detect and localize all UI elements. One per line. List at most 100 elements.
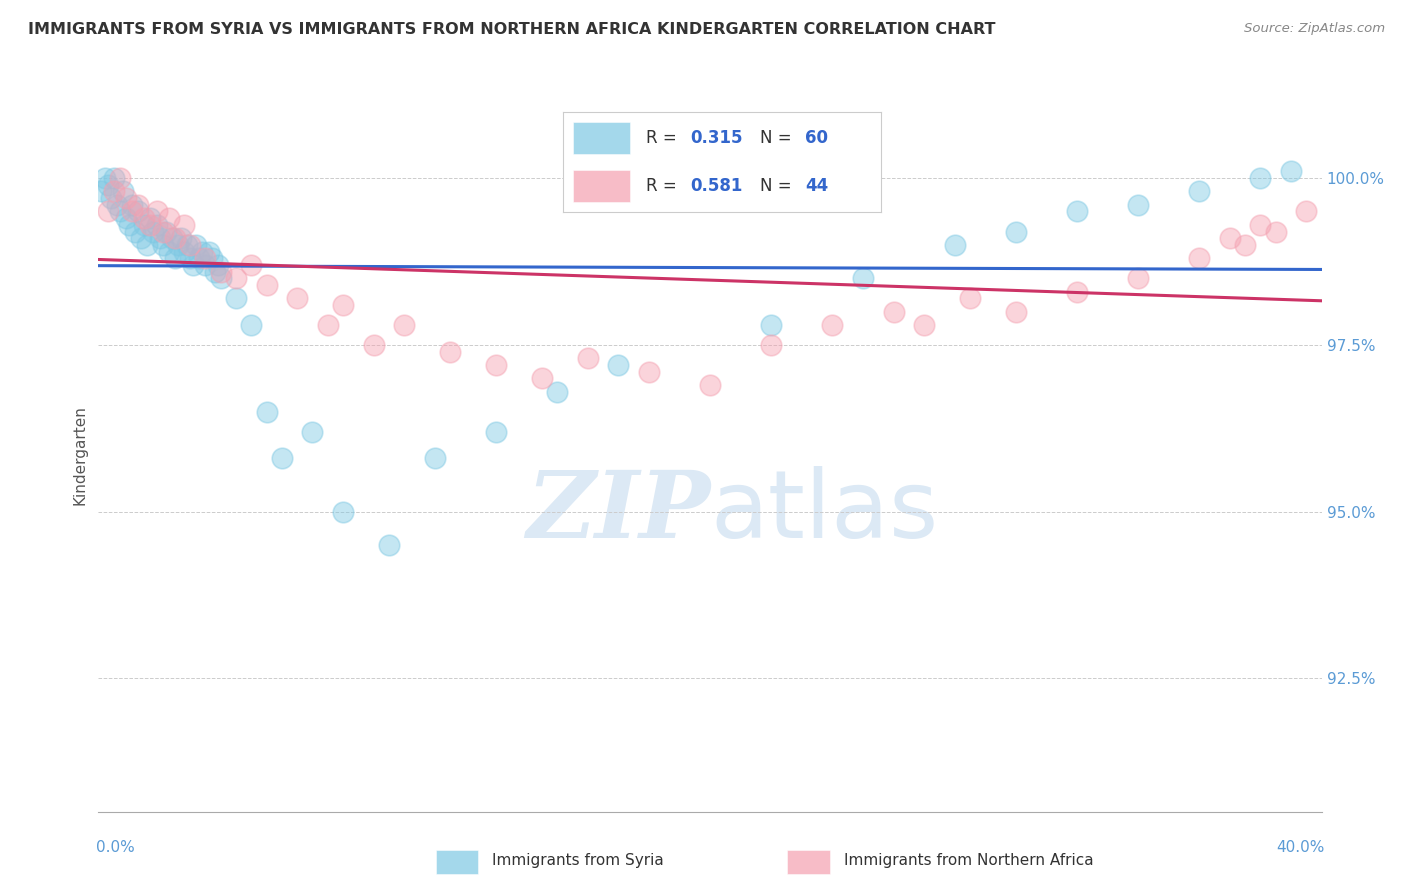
Point xyxy=(270,451,294,466)
Point xyxy=(1066,285,1088,299)
Point xyxy=(179,251,201,265)
Point xyxy=(163,231,186,245)
Text: IMMIGRANTS FROM SYRIA VS IMMIGRANTS FROM NORTHERN AFRICA KINDERGARTEN CORRELATIO: IMMIGRANTS FROM SYRIA VS IMMIGRANTS FROM… xyxy=(28,22,995,37)
Point xyxy=(134,218,156,232)
Point xyxy=(285,291,308,305)
Point xyxy=(188,251,211,265)
Point xyxy=(530,371,553,385)
Point xyxy=(163,251,186,265)
Bar xyxy=(572,170,630,202)
Text: R =: R = xyxy=(645,178,682,195)
Point xyxy=(170,231,193,245)
Point xyxy=(207,258,229,272)
Point xyxy=(301,425,323,439)
Point xyxy=(124,225,146,239)
Text: Source: ZipAtlas.com: Source: ZipAtlas.com xyxy=(1244,22,1385,36)
Point xyxy=(1264,225,1286,239)
Bar xyxy=(572,122,630,154)
Text: atlas: atlas xyxy=(710,466,938,558)
Point xyxy=(97,204,120,219)
Text: 44: 44 xyxy=(806,178,828,195)
Point xyxy=(546,384,568,399)
Point xyxy=(332,505,354,519)
Point xyxy=(1295,204,1317,219)
Point xyxy=(108,171,131,186)
Point xyxy=(485,425,508,439)
Point xyxy=(1004,225,1026,239)
Point xyxy=(1128,198,1150,212)
Point xyxy=(139,218,162,232)
Point xyxy=(204,264,226,278)
Point xyxy=(1188,251,1211,265)
Point xyxy=(392,318,416,332)
Point xyxy=(167,237,190,252)
Point xyxy=(152,237,174,252)
Text: 40.0%: 40.0% xyxy=(1277,840,1324,855)
Point xyxy=(121,204,143,219)
Point xyxy=(852,271,875,285)
Point xyxy=(1250,218,1272,232)
Point xyxy=(103,171,125,186)
Point xyxy=(1004,304,1026,318)
Point xyxy=(363,338,385,352)
Point xyxy=(90,185,112,199)
Point xyxy=(943,237,966,252)
Text: N =: N = xyxy=(761,129,797,147)
Point xyxy=(883,304,905,318)
Point xyxy=(139,211,162,226)
Bar xyxy=(436,849,478,874)
Point xyxy=(209,271,232,285)
Point xyxy=(1234,237,1257,252)
Point xyxy=(316,318,339,332)
Point xyxy=(194,251,217,265)
Point xyxy=(152,225,174,239)
Point xyxy=(173,218,195,232)
Point xyxy=(194,258,217,272)
Point xyxy=(157,211,180,226)
Point xyxy=(136,237,159,252)
Point xyxy=(191,244,214,259)
Point xyxy=(256,277,278,292)
Text: N =: N = xyxy=(761,178,797,195)
Point xyxy=(761,338,783,352)
Point xyxy=(145,204,167,219)
Point xyxy=(127,204,149,219)
Text: 0.315: 0.315 xyxy=(690,129,742,147)
Text: R =: R = xyxy=(645,129,682,147)
Point xyxy=(176,237,198,252)
Point xyxy=(179,237,201,252)
Text: 0.0%: 0.0% xyxy=(96,840,135,855)
Point xyxy=(1219,231,1241,245)
Point xyxy=(209,264,232,278)
Point xyxy=(181,258,204,272)
Point xyxy=(155,225,177,239)
Point xyxy=(1128,271,1150,285)
Point xyxy=(100,191,122,205)
Point xyxy=(149,231,172,245)
Point xyxy=(129,231,152,245)
Point xyxy=(225,271,247,285)
Point xyxy=(118,218,141,232)
Point xyxy=(821,318,844,332)
Y-axis label: Kindergarten: Kindergarten xyxy=(72,405,87,505)
Point xyxy=(115,191,138,205)
Point xyxy=(423,451,446,466)
Point xyxy=(197,244,219,259)
Point xyxy=(173,244,195,259)
Point xyxy=(912,318,935,332)
Point xyxy=(1066,204,1088,219)
Text: Immigrants from Syria: Immigrants from Syria xyxy=(492,854,664,868)
Point xyxy=(240,318,263,332)
Point xyxy=(225,291,247,305)
Point xyxy=(115,211,138,226)
Point xyxy=(145,218,167,232)
Text: Immigrants from Northern Africa: Immigrants from Northern Africa xyxy=(844,854,1094,868)
Text: ZIP: ZIP xyxy=(526,467,710,557)
Point xyxy=(142,225,165,239)
Point xyxy=(127,198,149,212)
Point xyxy=(1279,164,1302,178)
Point xyxy=(332,298,354,312)
Text: 0.581: 0.581 xyxy=(690,178,742,195)
Bar xyxy=(787,849,830,874)
Point xyxy=(485,358,508,372)
